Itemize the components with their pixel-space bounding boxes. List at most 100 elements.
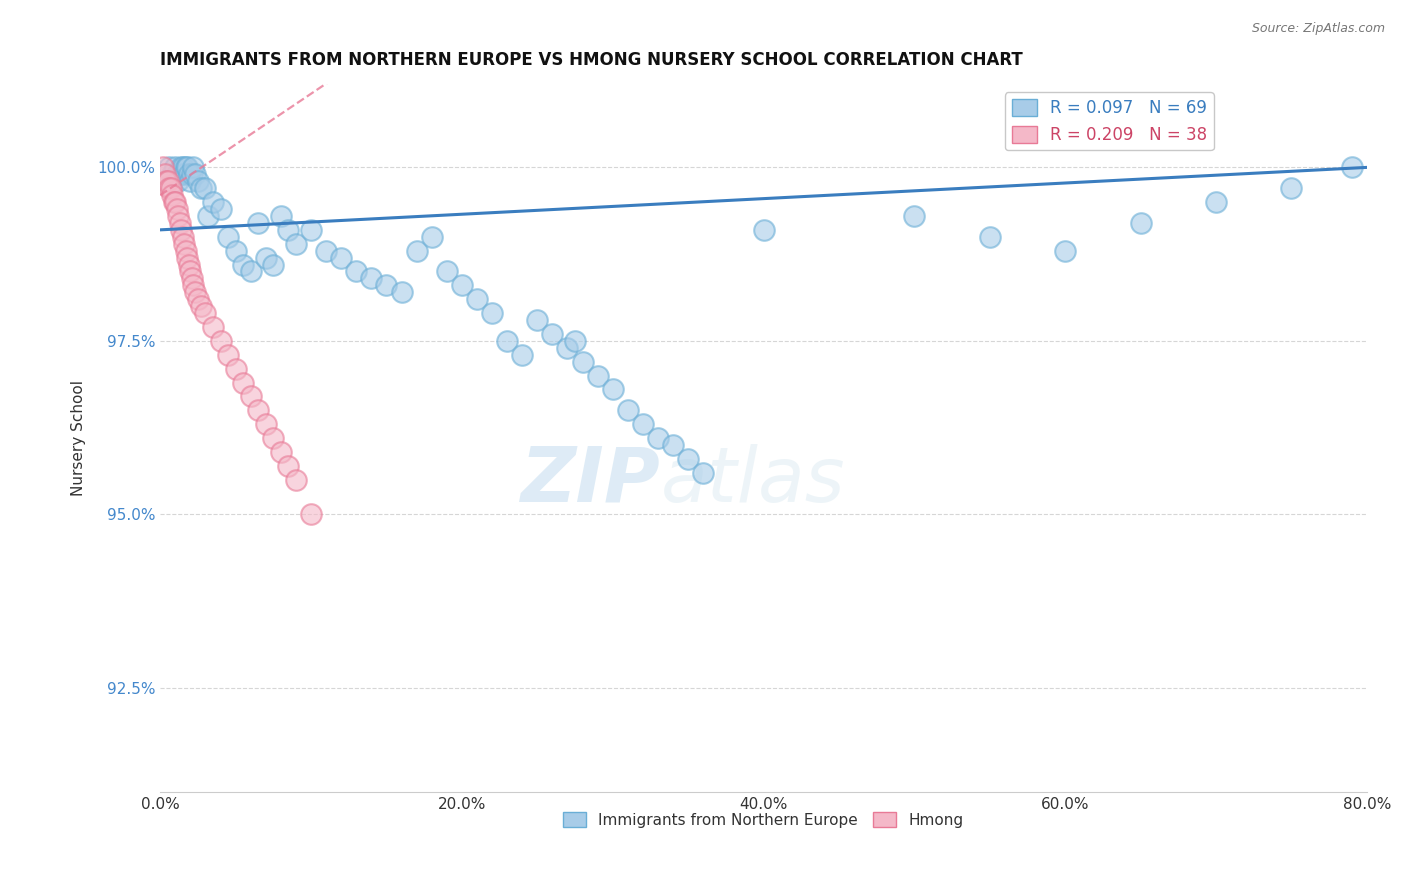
Point xyxy=(183,161,205,175)
Point xyxy=(183,278,205,293)
Point xyxy=(162,188,184,202)
Point xyxy=(162,167,184,181)
Point xyxy=(184,285,207,300)
Point xyxy=(159,181,181,195)
Point xyxy=(631,417,654,432)
Point xyxy=(201,320,224,334)
Point xyxy=(602,383,624,397)
Point xyxy=(174,161,197,175)
Point xyxy=(752,223,775,237)
Point xyxy=(166,167,188,181)
Point xyxy=(299,508,322,522)
Point xyxy=(225,361,247,376)
Point xyxy=(184,167,207,181)
Point xyxy=(1129,216,1152,230)
Point xyxy=(209,334,232,348)
Point xyxy=(1054,244,1077,258)
Legend: Immigrants from Northern Europe, Hmong: Immigrants from Northern Europe, Hmong xyxy=(557,805,970,834)
Point xyxy=(155,174,177,188)
Point xyxy=(405,244,427,258)
Point xyxy=(450,278,472,293)
Point xyxy=(176,251,198,265)
Point xyxy=(157,161,180,175)
Point xyxy=(254,251,277,265)
Point xyxy=(299,223,322,237)
Point xyxy=(284,473,307,487)
Point xyxy=(170,223,193,237)
Point xyxy=(177,167,200,181)
Point xyxy=(167,209,190,223)
Point xyxy=(262,431,284,445)
Point xyxy=(201,195,224,210)
Point xyxy=(526,313,548,327)
Point xyxy=(179,174,201,188)
Point xyxy=(344,264,367,278)
Text: ZIP: ZIP xyxy=(522,443,661,517)
Point xyxy=(153,167,176,181)
Point xyxy=(163,195,186,210)
Point xyxy=(180,167,202,181)
Point xyxy=(1205,195,1227,210)
Point xyxy=(166,202,188,216)
Point xyxy=(152,161,174,175)
Point xyxy=(194,181,217,195)
Point xyxy=(172,161,194,175)
Point xyxy=(676,451,699,466)
Point xyxy=(187,174,209,188)
Point xyxy=(239,264,262,278)
Point xyxy=(647,431,669,445)
Point xyxy=(1279,181,1302,195)
Point xyxy=(217,348,239,362)
Point xyxy=(277,458,299,473)
Point xyxy=(209,202,232,216)
Point xyxy=(173,167,195,181)
Point xyxy=(232,376,254,390)
Point xyxy=(979,229,1001,244)
Point xyxy=(360,271,382,285)
Point xyxy=(190,299,212,313)
Point xyxy=(157,181,180,195)
Point xyxy=(155,174,177,188)
Point xyxy=(564,334,586,348)
Point xyxy=(170,161,193,175)
Point xyxy=(169,216,191,230)
Point xyxy=(692,466,714,480)
Point xyxy=(190,181,212,195)
Point xyxy=(262,258,284,272)
Point xyxy=(557,341,579,355)
Point xyxy=(315,244,337,258)
Point xyxy=(270,445,292,459)
Point xyxy=(194,306,217,320)
Point xyxy=(217,229,239,244)
Point xyxy=(247,403,270,417)
Point xyxy=(177,258,200,272)
Point xyxy=(165,161,187,175)
Point xyxy=(232,258,254,272)
Point xyxy=(541,326,564,341)
Point xyxy=(176,161,198,175)
Text: Source: ZipAtlas.com: Source: ZipAtlas.com xyxy=(1251,22,1385,36)
Point xyxy=(172,229,194,244)
Text: atlas: atlas xyxy=(661,443,845,517)
Point xyxy=(1340,161,1362,175)
Point xyxy=(179,264,201,278)
Point xyxy=(254,417,277,432)
Point xyxy=(247,216,270,230)
Text: IMMIGRANTS FROM NORTHERN EUROPE VS HMONG NURSERY SCHOOL CORRELATION CHART: IMMIGRANTS FROM NORTHERN EUROPE VS HMONG… xyxy=(160,51,1024,69)
Point xyxy=(180,271,202,285)
Point xyxy=(662,438,685,452)
Point xyxy=(277,223,299,237)
Point xyxy=(420,229,443,244)
Point xyxy=(586,368,609,383)
Point xyxy=(616,403,638,417)
Y-axis label: Nursery School: Nursery School xyxy=(72,380,86,496)
Point xyxy=(903,209,925,223)
Point xyxy=(270,209,292,223)
Point xyxy=(169,167,191,181)
Point xyxy=(496,334,519,348)
Point xyxy=(187,292,209,306)
Point xyxy=(375,278,398,293)
Point xyxy=(239,389,262,403)
Point xyxy=(481,306,503,320)
Point xyxy=(156,174,179,188)
